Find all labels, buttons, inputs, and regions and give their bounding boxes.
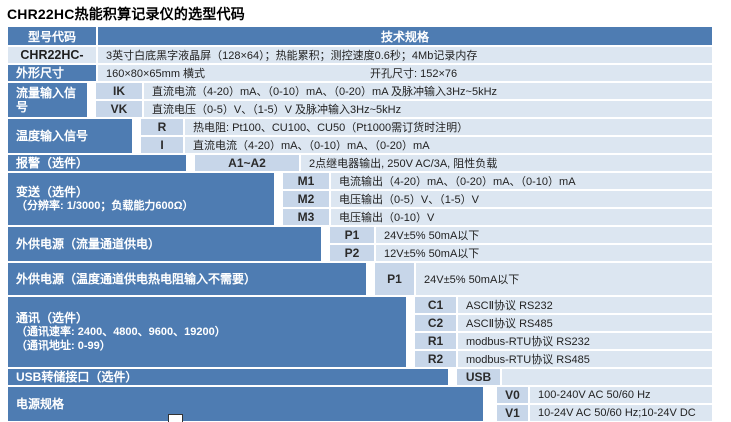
option-code-cell: I <box>141 137 183 153</box>
option-code-cell: M2 <box>283 191 329 207</box>
spec-desc-cell: 24V±5% 50mA以下 <box>416 263 712 295</box>
spec-desc-cell: 直流电流（4-20）mA、（0-10）mA、（0-20）mA 及脉冲输入3Hz~… <box>144 83 712 99</box>
row-label-cell: 外形尺寸 <box>8 65 96 81</box>
row-label-cell: 温度输入信号 <box>8 119 132 153</box>
group-usb: USB转储接口（选件） USB <box>8 369 712 385</box>
model-code-cell: CHR22HC- <box>8 47 96 63</box>
row-label-cell: USB转储接口（选件） <box>8 369 448 385</box>
option-code-cell: R1 <box>415 333 456 349</box>
group-power-spec: 电源规格 V0 100-240V AC 50/60 Hz V1 10-24V A… <box>8 387 712 421</box>
spec-desc-cell: ASCⅡ协议 RS485 <box>458 315 712 331</box>
row-label-cell: 变送（选件） （分辨率: 1/3000；负载能力600Ω） <box>8 173 274 225</box>
spec-desc-cell: modbus-RTU协议 RS485 <box>458 351 712 367</box>
spec-desc-cell: 电压输出（0-10）V <box>331 209 712 225</box>
option-code-cell: USB <box>457 369 500 385</box>
spec-desc-cell: 12V±5% 50mA以下 <box>376 245 712 261</box>
spec-desc-cell: modbus-RTU协议 RS232 <box>458 333 712 349</box>
group-ext-power-temperature: 外供电源（温度通道供电热电阻输入不需要） P1 24V±5% 50mA以下 <box>8 263 712 295</box>
spec-desc-cell: 直流电流（4-20）mA、（0-10）mA、（0-20）mA <box>185 137 712 153</box>
spec-table: 型号代码 技术规格 CHR22HC- 3英寸白底黑字液晶屏（128×64）；热能… <box>8 27 712 421</box>
spec-desc-cell: 电流输出（4-20）mA、（0-20）mA、（0-10）mA <box>331 173 712 189</box>
option-code-cell: M3 <box>283 209 329 225</box>
dimension-text: 160×80×65mm 横式 <box>106 68 206 80</box>
group-flow-input: 流量输入信号 IK 直流电流（4-20）mA、（0-10）mA、（0-20）mA… <box>8 83 712 117</box>
row-label-cell: 外供电源（温度通道供电热电阻输入不需要） <box>8 263 366 295</box>
option-code-cell: V0 <box>497 387 528 403</box>
row-label-cell: 流量输入信号 <box>8 83 87 117</box>
page-title: CHR22HC热能积算记录仪的选型代码 <box>7 6 245 22</box>
row-label-cell: 外供电源（流量通道供电） <box>8 227 321 261</box>
option-code-cell: V1 <box>497 405 528 421</box>
label-line3: （通讯地址: 0-99） <box>16 340 111 352</box>
group-dimensions: 外形尺寸 160×80×65mm 横式 开孔尺寸: 152×76 <box>8 65 712 81</box>
spec-desc-cell <box>502 369 712 385</box>
group-ext-power-flow: 外供电源（流量通道供电） P1 24V±5% 50mA以下 P2 12V±5% … <box>8 227 712 261</box>
spec-desc-cell: 100-240V AC 50/60 Hz <box>530 387 712 403</box>
row-label-cell: 通讯（选件） （通讯速率: 2400、4800、9600、19200） （通讯地… <box>8 297 406 367</box>
spec-desc-cell: 2点继电器输出, 250V AC/3A, 阻性负载 <box>301 155 712 171</box>
spec-desc-cell: 3英寸白底黑字液晶屏（128×64）；热能累积；测控速度0.6秒；4Mb记录内存 <box>98 47 712 63</box>
option-code-cell: C2 <box>415 315 456 331</box>
option-code-cell: VK <box>96 101 142 117</box>
option-code-cell: P1 <box>330 227 374 243</box>
option-code-cell: IK <box>96 83 142 99</box>
spec-desc-cell: 10-24V AC 50/60 Hz;10-24V DC <box>530 405 712 421</box>
spec-desc-cell: 直流电压（0-5）V、（1-5）V 及脉冲输入3Hz~5kHz <box>144 101 712 117</box>
tech-spec-header-cell: 技术规格 <box>98 27 712 45</box>
spec-desc-cell: 160×80×65mm 横式 开孔尺寸: 152×76 <box>98 65 712 81</box>
cutoff-artifact <box>168 414 183 422</box>
option-code-cell: R <box>141 119 183 135</box>
group-temperature-input: 温度输入信号 R 热电阻: Pt100、CU100、CU50（Pt1000需订货… <box>8 119 712 153</box>
option-code-cell: A1~A2 <box>195 155 299 171</box>
label-line2: （通讯速率: 2400、4800、9600、19200） <box>16 326 226 338</box>
option-code-cell: M1 <box>283 173 329 189</box>
table-header-row: 型号代码 技术规格 <box>8 27 712 45</box>
option-code-cell: P2 <box>330 245 374 261</box>
spec-desc-cell: 热电阻: Pt100、CU100、CU50（Pt1000需订货时注明） <box>185 119 712 135</box>
spec-desc-cell: ASCⅡ协议 RS232 <box>458 297 712 313</box>
group-retransmission: 变送（选件） （分辨率: 1/3000；负载能力600Ω） M1 电流输出（4-… <box>8 173 712 225</box>
row-label-cell: 报警（选件） <box>8 155 186 171</box>
cutout-size-text: 开孔尺寸: 152×76 <box>370 68 458 80</box>
option-code-cell: R2 <box>415 351 456 367</box>
label-line1: 变送（选件） <box>16 185 89 199</box>
spec-desc-cell: 24V±5% 50mA以下 <box>376 227 712 243</box>
group-alarm: 报警（选件） A1~A2 2点继电器输出, 250V AC/3A, 阻性负载 <box>8 155 712 171</box>
label-line1: 通讯（选件） <box>16 311 89 325</box>
option-code-cell: P1 <box>375 263 414 295</box>
spec-desc-cell: 电压输出（0-5）V、（1-5）V <box>331 191 712 207</box>
group-model: CHR22HC- 3英寸白底黑字液晶屏（128×64）；热能累积；测控速度0.6… <box>8 47 712 63</box>
option-code-cell: C1 <box>415 297 456 313</box>
row-label-cell: 电源规格 <box>8 387 483 421</box>
group-communication: 通讯（选件） （通讯速率: 2400、4800、9600、19200） （通讯地… <box>8 297 712 367</box>
label-line2: （分辨率: 1/3000；负载能力600Ω） <box>16 200 194 212</box>
model-code-header-cell: 型号代码 <box>8 27 96 45</box>
